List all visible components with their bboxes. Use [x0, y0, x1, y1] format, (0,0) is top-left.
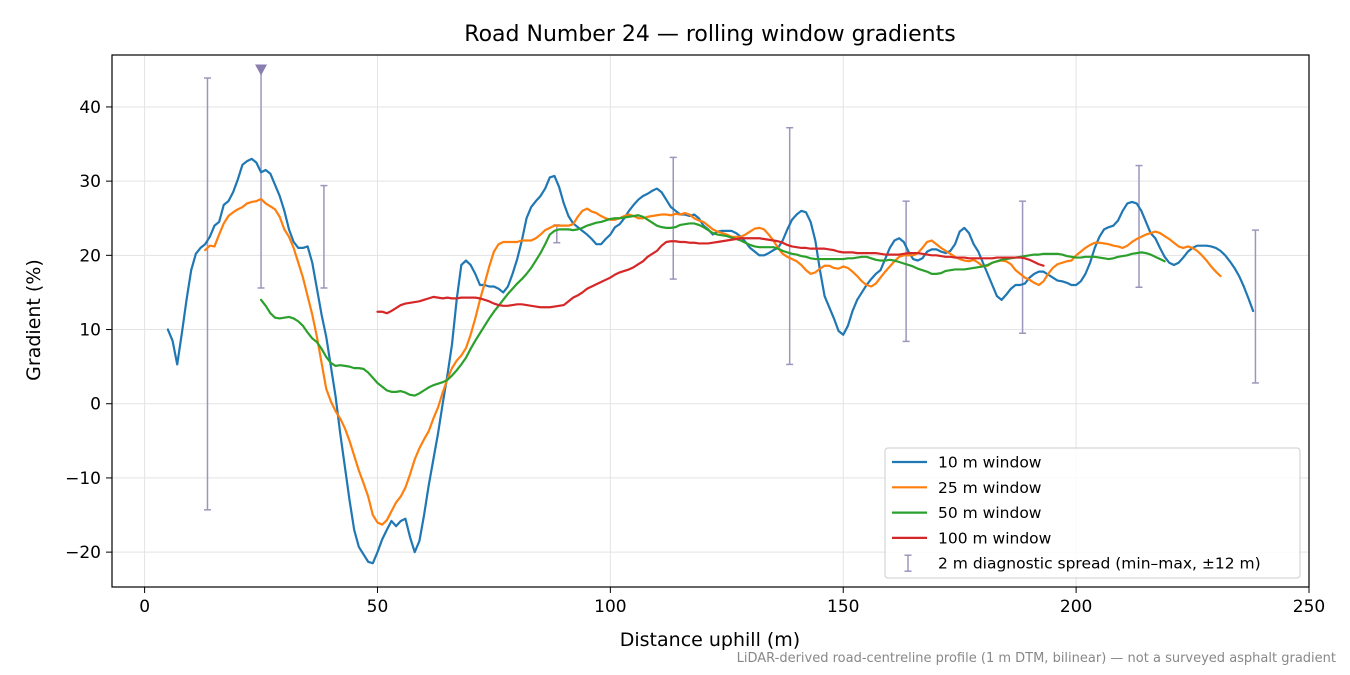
y-axis-label: Gradient (%)	[23, 259, 45, 381]
x-axis-label: Distance uphill (m)	[620, 629, 800, 650]
spread-bar	[1251, 229, 1259, 384]
series-line	[204, 197, 1222, 526]
plot-frame	[111, 54, 1310, 588]
spread-bar	[320, 184, 328, 289]
y-tick-label: 30	[79, 172, 101, 192]
legend-item: 100 m window	[892, 529, 1052, 547]
legend-label: 25 m window	[938, 479, 1042, 497]
legend-box	[884, 447, 1301, 579]
series-layer	[166, 64, 1259, 565]
legend-item: 10 m window	[892, 454, 1042, 472]
legend-label: 2 m diagnostic spread (min–max, ±12 m)	[938, 555, 1261, 573]
spread-clipped-marker	[255, 64, 268, 76]
x-tick-label: 50	[367, 597, 389, 617]
spread-bar	[255, 64, 268, 289]
y-tick-label: 10	[79, 321, 101, 341]
series-line	[376, 237, 1045, 315]
legend-label: 100 m window	[938, 529, 1052, 547]
spread-bar	[902, 200, 910, 343]
y-tick-label: 40	[79, 98, 101, 118]
footnote: LiDAR-derived road-centreline profile (1…	[736, 651, 1336, 666]
y-tick-label: 0	[90, 395, 101, 415]
line-series	[166, 157, 1255, 565]
spread-bar	[669, 156, 677, 280]
legend-item: 50 m window	[892, 504, 1042, 522]
y-tick-label: −10	[65, 469, 101, 489]
x-tick-label: 0	[139, 597, 150, 617]
x-tick-label: 250	[1293, 597, 1325, 617]
spread-bar	[1019, 200, 1027, 334]
y-tick-label: −20	[65, 543, 101, 563]
chart-title: Road Number 24 — rolling window gradient…	[464, 22, 955, 47]
chart: 0 50 100 150 200 250 −20 −10 0 10 20 30 40 Road Num…	[23, 22, 1326, 650]
y-axis-ticks: −20 −10 0 10 20 30 40	[65, 98, 112, 563]
x-tick-label: 100	[594, 597, 626, 617]
legend-label: 10 m window	[938, 454, 1042, 472]
legend-label: 50 m window	[938, 504, 1042, 522]
legend-item: 2 m diagnostic spread (min–max, ±12 m)	[904, 554, 1261, 573]
spread-bar	[203, 77, 211, 511]
x-tick-label: 200	[1060, 597, 1092, 617]
spread-series	[203, 64, 1259, 511]
spread-bar	[1135, 164, 1143, 288]
y-tick-label: 20	[79, 246, 101, 266]
x-tick-label: 150	[827, 597, 859, 617]
x-axis-ticks: 0 50 100 150 200 250	[139, 587, 1325, 617]
legend-item: 25 m window	[892, 479, 1042, 497]
legend: 10 m window 25 m window 50 m window 100 m w…	[884, 447, 1301, 579]
